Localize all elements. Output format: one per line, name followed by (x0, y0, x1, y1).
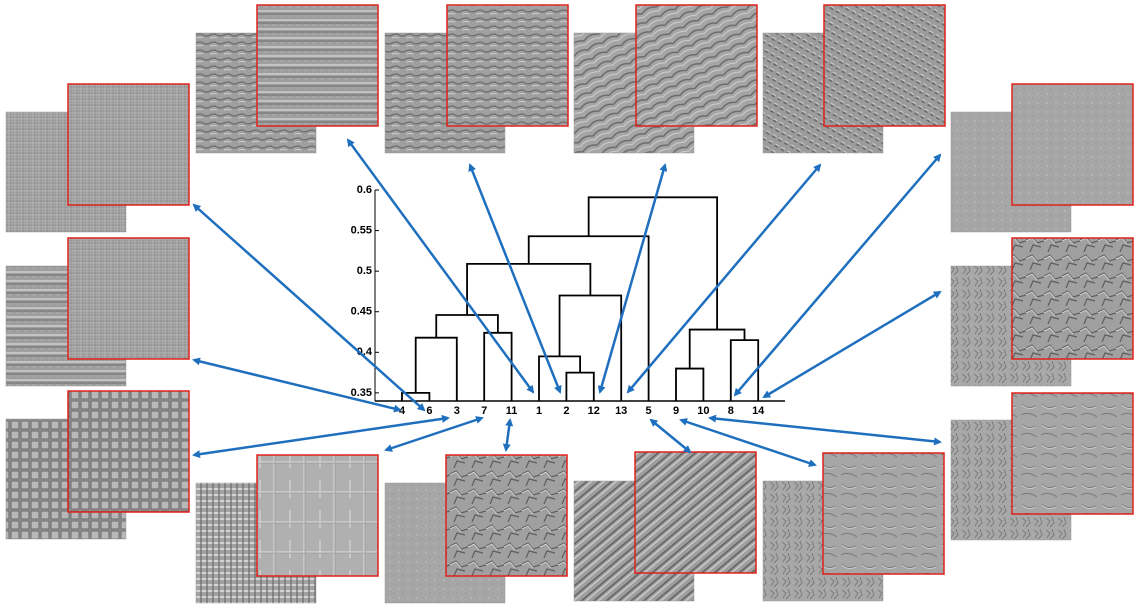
texture-front (257, 5, 378, 126)
y-tick-label: 0.45 (351, 306, 372, 318)
arrow (764, 292, 940, 397)
leaf-label: 8 (728, 405, 734, 417)
leaf-label: 6 (426, 405, 432, 417)
texture-front (1012, 238, 1133, 359)
arrow (710, 418, 940, 442)
texture-front (257, 455, 378, 576)
merge-link (467, 264, 590, 315)
texture-front (447, 5, 568, 126)
texture-front (68, 238, 189, 359)
texture-front (636, 5, 757, 126)
arrow (735, 155, 940, 395)
texture-images (6, 5, 1133, 603)
leaf-label: 2 (563, 405, 569, 417)
texture-front (446, 455, 567, 576)
y-tick-label: 0.55 (351, 224, 372, 236)
merge-link (539, 356, 580, 401)
y-tick-label: 0.35 (351, 387, 372, 399)
figure: 0.350.40.450.50.550.64637111212135910814 (0, 0, 1136, 610)
texture-front (1012, 84, 1133, 205)
leaf-label: 4 (399, 405, 406, 417)
texture-front (635, 452, 756, 573)
arrow (651, 420, 690, 452)
arrow (194, 205, 424, 410)
leaf-label: 1 (536, 405, 542, 417)
leaf-label: 13 (615, 405, 627, 417)
leaf-label: 7 (481, 405, 487, 417)
texture-front (68, 391, 189, 512)
leaf-label: 10 (697, 405, 709, 417)
texture-front (1012, 393, 1133, 514)
merge-link (436, 315, 498, 338)
leaf-label: 9 (673, 405, 679, 417)
leaf-label: 12 (588, 405, 600, 417)
y-tick-label: 0.6 (357, 184, 372, 196)
arrow (506, 420, 510, 450)
arrow (194, 418, 448, 455)
arrow (194, 360, 400, 410)
leaf-label: 3 (454, 405, 460, 417)
leaf-label: 11 (506, 405, 518, 417)
merge-link (676, 369, 703, 401)
texture-front (68, 84, 189, 205)
merge-link (416, 338, 457, 401)
arrow (348, 140, 533, 392)
leaf-label: 5 (646, 405, 652, 417)
merge-link (731, 340, 758, 401)
leaf-label: 14 (752, 405, 765, 417)
y-tick-label: 0.5 (357, 265, 372, 277)
arrow (386, 418, 482, 450)
arrow (628, 165, 820, 392)
merge-link (690, 330, 745, 369)
texture-front (824, 5, 945, 126)
merge-link (529, 236, 649, 401)
texture-front (823, 453, 944, 574)
merge-link (566, 373, 593, 401)
